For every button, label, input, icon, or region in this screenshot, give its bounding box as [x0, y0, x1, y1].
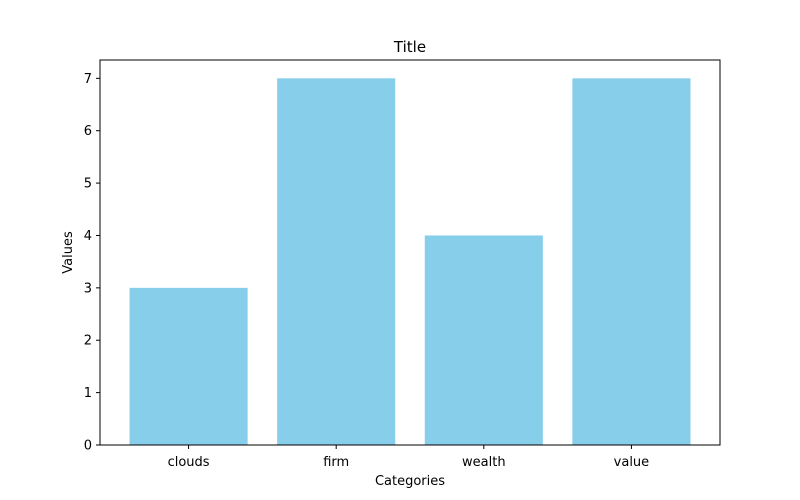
y-tick-label: 3 [84, 281, 92, 296]
y-tick-label: 0 [84, 439, 92, 454]
y-axis-title: Values [61, 231, 76, 274]
y-axis-ticks: 0 1 2 3 4 5 6 7 [84, 72, 100, 454]
y-tick-label: 7 [84, 72, 92, 87]
y-tick-label: 4 [84, 229, 92, 244]
bar-firm [277, 78, 396, 445]
plot-frame [99, 59, 721, 446]
y-tick-label: 2 [84, 334, 92, 349]
bar-value [572, 78, 691, 445]
x-axis-ticks: clouds firm wealth value [168, 445, 650, 470]
bar-clouds [129, 287, 248, 445]
y-tick-label: 1 [84, 386, 92, 401]
y-tick-label: 5 [84, 177, 92, 192]
x-tick-label: firm [323, 455, 349, 470]
x-tick-label: value [614, 455, 650, 470]
chart-title: Title [393, 38, 426, 56]
bar-wealth [424, 235, 543, 445]
x-axis-title: Categories [375, 474, 445, 489]
y-tick-label: 6 [84, 124, 92, 139]
x-tick-label: wealth [462, 455, 506, 470]
bars-group [129, 78, 691, 445]
x-tick-label: clouds [168, 455, 210, 470]
